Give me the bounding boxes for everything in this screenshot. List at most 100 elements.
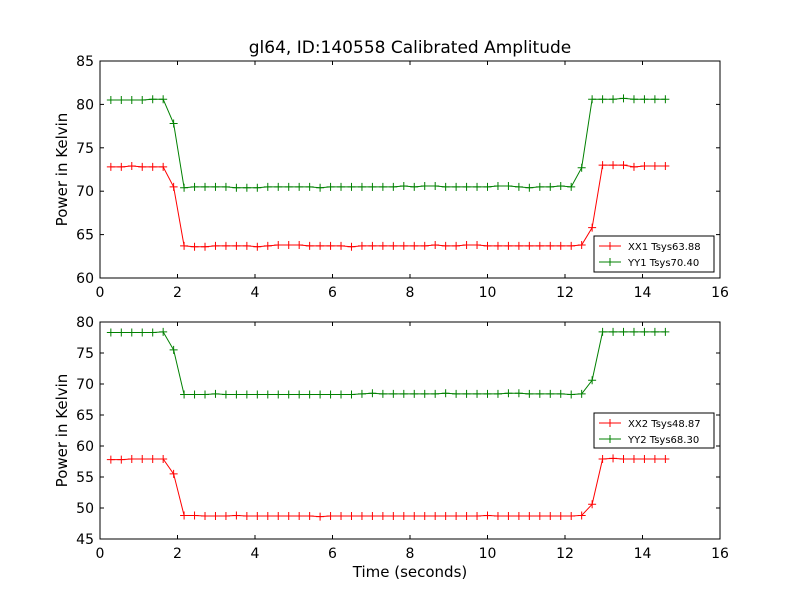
legend-entry-label: YY1 Tsys70.40 <box>627 258 699 269</box>
data-point-marker <box>211 182 220 191</box>
data-point-marker <box>420 512 429 521</box>
y-tick-label: 60 <box>76 439 94 455</box>
data-point-marker <box>263 241 272 250</box>
data-point-marker <box>357 241 366 250</box>
data-point-marker <box>148 455 157 464</box>
data-point-marker <box>274 512 283 521</box>
data-point-marker <box>221 241 230 250</box>
x-tick-label: 14 <box>634 546 652 562</box>
x-tick-label: 2 <box>173 546 182 562</box>
data-point-marker <box>347 512 356 521</box>
data-point-marker <box>106 96 115 105</box>
legend-swatch-marker <box>606 435 614 443</box>
data-point-marker <box>180 241 189 250</box>
data-point-marker <box>357 182 366 191</box>
data-point-marker <box>242 512 251 521</box>
data-point-marker <box>242 241 251 250</box>
data-point-marker <box>525 241 534 250</box>
data-point-marker <box>483 182 492 191</box>
data-point-marker <box>535 389 544 398</box>
data-point-marker <box>640 455 649 464</box>
x-tick-label: 14 <box>634 285 652 301</box>
data-point-marker <box>661 95 670 104</box>
data-point-marker <box>493 241 502 250</box>
data-point-marker <box>567 390 576 399</box>
chart-title: gl64, ID:140558 Calibrated Amplitude <box>249 38 571 58</box>
data-point-marker <box>556 181 565 190</box>
data-point-marker <box>567 182 576 191</box>
data-point-marker <box>389 241 398 250</box>
data-point-marker <box>169 182 178 191</box>
data-point-marker <box>159 162 168 171</box>
bottom-panel: 0 2 4 6 8 10 12 14 16 45 50 55 60 65 70 75 80 Power in Ke… <box>53 315 729 581</box>
data-point-marker <box>577 389 586 398</box>
data-point-marker <box>598 95 607 104</box>
data-point-marker <box>452 512 461 521</box>
data-point-marker <box>117 162 126 171</box>
data-point-marker <box>138 455 147 464</box>
data-point-marker <box>514 182 523 191</box>
data-point-marker <box>462 512 471 521</box>
y-tick-label: 65 <box>76 408 94 424</box>
data-point-marker <box>619 455 628 464</box>
x-tick-label: 16 <box>711 285 729 301</box>
data-point-marker <box>629 327 638 336</box>
data-point-marker <box>493 512 502 521</box>
data-point-marker <box>619 327 628 336</box>
y-tick-label: 45 <box>76 532 94 548</box>
data-point-marker <box>295 512 304 521</box>
x-tick-label: 12 <box>556 285 574 301</box>
data-point-marker <box>525 389 534 398</box>
data-point-marker <box>431 181 440 190</box>
data-point-marker <box>316 183 325 192</box>
data-point-marker <box>263 182 272 191</box>
data-point-marker <box>410 182 419 191</box>
data-point-marker <box>431 389 440 398</box>
data-point-marker <box>211 512 220 521</box>
x-tick-label: 12 <box>556 546 574 562</box>
data-point-marker <box>106 162 115 171</box>
data-point-marker <box>462 182 471 191</box>
data-point-marker <box>274 182 283 191</box>
x-tick-label: 2 <box>173 285 182 301</box>
y-tick-label: 70 <box>76 377 94 393</box>
data-point-marker <box>326 241 335 250</box>
data-point-marker <box>274 390 283 399</box>
data-point-marker <box>242 390 251 399</box>
data-point-marker <box>420 389 429 398</box>
data-point-marker <box>305 512 314 521</box>
data-point-marker <box>525 183 534 192</box>
data-point-marker <box>452 241 461 250</box>
data-point-marker <box>650 162 659 171</box>
data-point-marker <box>148 328 157 337</box>
x-tick-label: 10 <box>479 546 497 562</box>
data-point-marker <box>253 390 262 399</box>
y-tick-label: 75 <box>76 346 94 362</box>
legend-box <box>593 235 715 273</box>
x-tick-label: 6 <box>328 546 337 562</box>
data-point-marker <box>619 94 628 103</box>
data-point-marker <box>650 455 659 464</box>
x-axis-label: Time (seconds) <box>352 563 468 581</box>
y-tick-label: 85 <box>76 54 94 70</box>
data-point-marker <box>232 511 241 520</box>
data-point-marker <box>295 241 304 250</box>
data-point-marker <box>473 389 482 398</box>
data-point-marker <box>169 119 178 128</box>
data-point-marker <box>305 241 314 250</box>
data-point-marker <box>211 241 220 250</box>
data-point-marker <box>452 389 461 398</box>
data-point-marker <box>232 183 241 192</box>
data-point-marker <box>546 512 555 521</box>
data-point-marker <box>347 182 356 191</box>
data-point-marker <box>378 182 387 191</box>
data-point-marker <box>629 162 638 171</box>
data-point-marker <box>535 512 544 521</box>
data-point-marker <box>410 389 419 398</box>
data-point-marker <box>326 390 335 399</box>
data-point-marker <box>378 389 387 398</box>
data-point-marker <box>389 389 398 398</box>
data-point-marker <box>357 512 366 521</box>
